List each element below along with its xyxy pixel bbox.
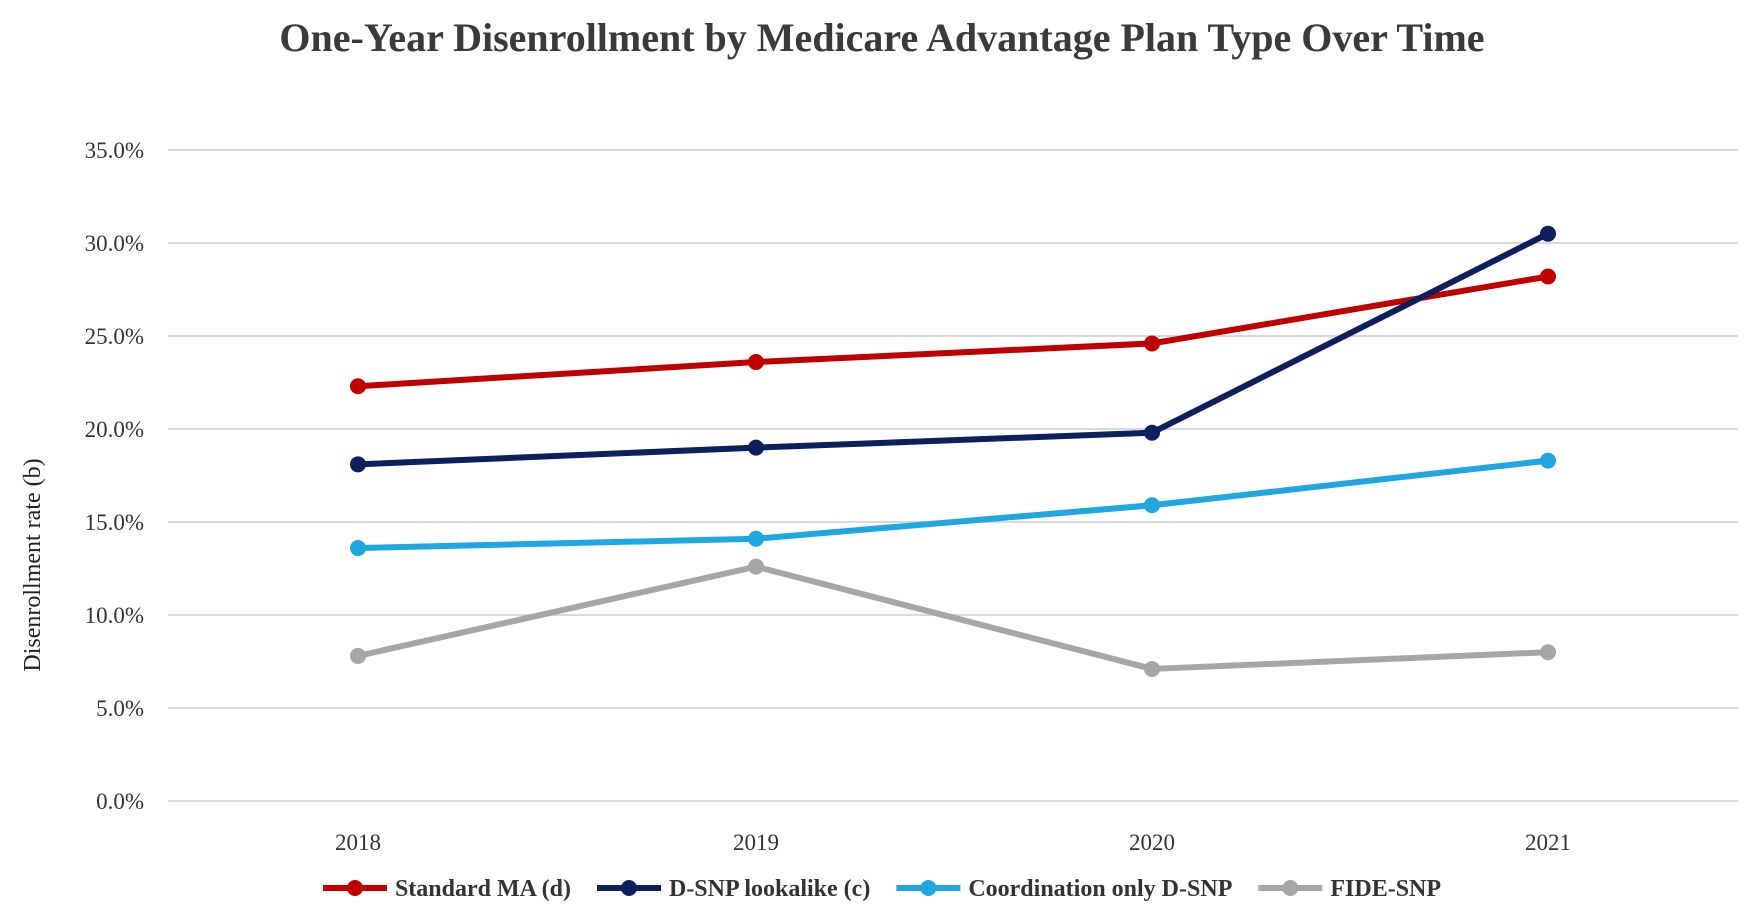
legend-label: FIDE-SNP <box>1330 876 1441 902</box>
data-point <box>350 647 366 664</box>
data-point <box>1144 335 1160 352</box>
legend: Standard MA (d) D-SNP lookalike (c) Coordi… <box>322 876 1441 902</box>
data-point <box>350 456 366 473</box>
y-tick-label: 35.0% <box>85 138 144 163</box>
legend-label: Coordination only D-SNP <box>968 876 1232 902</box>
series-3 <box>350 558 1556 677</box>
y-tick-label: 30.0% <box>85 231 144 256</box>
series-line <box>355 457 1551 552</box>
series-line <box>355 563 1551 672</box>
series-line <box>355 230 1551 468</box>
data-point <box>1540 452 1556 469</box>
data-point <box>1144 660 1160 677</box>
y-axis-title: Disenrollment rate (b) <box>20 458 46 671</box>
data-point <box>1144 497 1160 514</box>
data-point <box>350 540 366 557</box>
data-point <box>1540 268 1556 285</box>
legend-label: Standard MA (d) <box>395 876 571 902</box>
data-point <box>748 530 764 547</box>
legend-swatch-marker <box>920 880 937 896</box>
data-point <box>748 558 764 575</box>
y-tick-label: 25.0% <box>85 324 144 349</box>
y-tick-label: 0.0% <box>96 789 144 814</box>
legend-swatch-marker <box>620 880 637 896</box>
data-point <box>748 354 764 371</box>
data-point <box>350 378 366 395</box>
data-point <box>1144 424 1160 441</box>
data-point <box>748 439 764 456</box>
series-2 <box>350 452 1556 557</box>
y-tick-label: 5.0% <box>96 696 144 721</box>
x-tick-label: 2021 <box>1525 830 1571 855</box>
data-point <box>1540 225 1556 242</box>
legend-swatch-marker <box>346 880 363 896</box>
y-tick-label: 10.0% <box>85 603 144 628</box>
data-point <box>1540 644 1556 661</box>
x-tick-label: 2019 <box>733 830 779 855</box>
series-1 <box>350 225 1556 473</box>
y-tick-label: 15.0% <box>85 510 144 535</box>
x-tick-label: 2018 <box>335 830 381 855</box>
chart-title: One-Year Disenrollment by Medicare Advan… <box>279 15 1485 60</box>
y-axis-tick-labels: 0.0% 5.0% 10.0% 15.0% 20.0% 25.0% 30.0% 35.0% <box>85 138 144 814</box>
gridlines <box>168 149 1738 802</box>
legend-swatch-marker <box>1282 880 1299 896</box>
x-axis-tick-labels: 2018 2019 2020 2021 <box>335 830 1571 855</box>
series-line <box>355 273 1551 390</box>
series-lines <box>350 225 1556 677</box>
y-tick-label: 20.0% <box>85 417 144 442</box>
series-0 <box>350 268 1556 395</box>
x-tick-label: 2020 <box>1129 830 1175 855</box>
legend-label: D-SNP lookalike (c) <box>669 876 870 902</box>
